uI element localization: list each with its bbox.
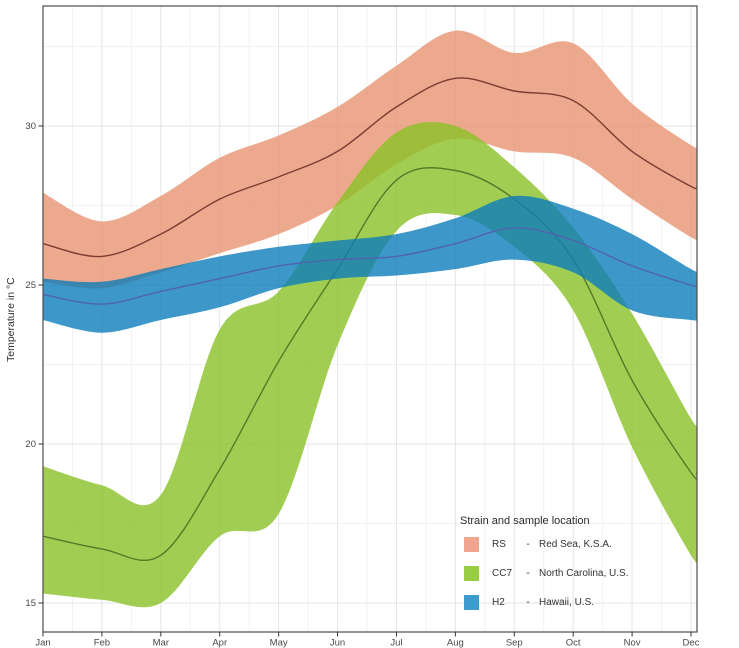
x-tick-label-jan: Jan: [35, 638, 50, 648]
legend-strain-code: CC7: [492, 568, 513, 579]
legend-swatch-h2: [464, 595, 479, 610]
legend-swatch-cc7: [464, 566, 479, 581]
axes: Jan Feb Mar Apr May Jun Jul Aug Sep Oct Nov Dec 15 20…: [25, 121, 699, 648]
series-layer: [43, 30, 697, 608]
legend-item-h2: H2 - Hawaii, U.S.: [459, 588, 628, 617]
y-tick-label-15: 15: [25, 598, 36, 609]
legend-location: Red Sea, K.S.A.: [539, 539, 612, 550]
x-tick-label-jul: Jul: [390, 638, 402, 648]
x-tick-label-dec: Dec: [683, 638, 700, 648]
legend-separator: -: [526, 597, 530, 608]
legend-item-cc7: CC7 - North Carolina, U.S.: [459, 559, 628, 588]
legend-strain-code: H2: [492, 597, 505, 608]
y-tick-label-30: 30: [25, 121, 36, 132]
legend-separator: -: [526, 539, 530, 550]
legend-strain-code: RS: [492, 539, 506, 550]
mean-line-h2: [43, 227, 697, 305]
x-tick-label-may: May: [270, 638, 288, 648]
legend-separator: -: [526, 568, 530, 579]
x-tick-label-feb: Feb: [94, 638, 110, 648]
legend-location: North Carolina, U.S.: [539, 568, 629, 579]
x-tick-label-mar: Mar: [153, 638, 169, 648]
legend-item-rs: RS - Red Sea, K.S.A.: [459, 530, 628, 559]
y-axis-title: Temperature in °C: [5, 277, 17, 363]
mean-line-cc7: [43, 167, 697, 561]
panel-border: [42, 5, 698, 633]
x-tick-label-sep: Sep: [506, 638, 523, 648]
x-tick-label-jun: Jun: [330, 638, 345, 648]
legend-title: Strain and sample location: [460, 515, 590, 527]
x-tick-label-aug: Aug: [447, 638, 464, 648]
mean-line-rs: [43, 77, 697, 258]
legend-rows: RS - Red Sea, K.S.A. CC7- North Carolina, U.…: [459, 530, 628, 617]
legend-location: Hawaii, U.S.: [539, 597, 595, 608]
y-tick-label-20: 20: [25, 439, 36, 450]
x-tick-label-nov: Nov: [624, 638, 641, 648]
x-tick-label-oct: Oct: [566, 638, 581, 648]
legend-swatch-rs: [464, 537, 479, 552]
y-tick-label-25: 25: [25, 280, 36, 291]
x-tick-label-apr: Apr: [212, 638, 227, 648]
legend: Strain and sample location RS - Red Sea, K…: [459, 515, 628, 617]
